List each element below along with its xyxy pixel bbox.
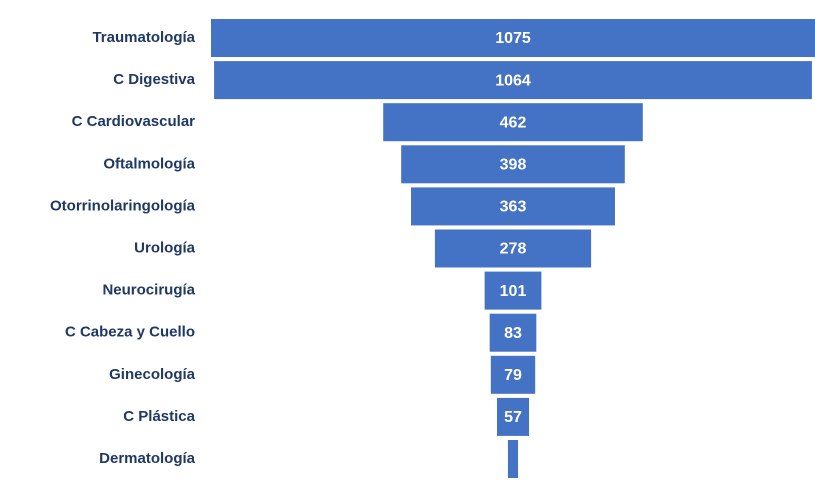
bar [383,103,643,142]
bar [490,355,536,394]
category-label: Oftalmología [103,155,195,172]
category-label: Dermatología [99,450,196,467]
value-label: 1064 [495,72,531,89]
category-label: C Cardiovascular [72,113,196,130]
bar [214,61,812,100]
category-label: C Plástica [123,408,195,425]
bar [411,187,615,226]
category-label: C Digestiva [113,71,195,88]
value-label: 278 [500,241,527,258]
category-label: Ginecología [109,366,196,383]
bar [211,19,815,57]
value-label: 101 [500,283,527,300]
value-label: 79 [504,367,522,384]
value-label: 462 [500,114,527,131]
category-label: C Cabeza y Cuello [65,324,195,341]
bar [489,313,537,352]
bar [401,145,625,184]
category-label: Neurocirugía [102,282,195,299]
category-label: Traumatología [92,29,195,46]
value-label: 57 [504,409,522,426]
category-label: Otorrinolaringología [50,197,196,214]
value-label: 363 [500,199,527,216]
value-label: 398 [500,157,527,174]
bar [434,229,592,268]
value-label: 1075 [495,30,531,47]
value-label: 83 [504,325,522,342]
bar [496,397,530,436]
category-label: Urología [134,239,195,256]
bar [507,440,519,478]
bar [484,271,542,310]
